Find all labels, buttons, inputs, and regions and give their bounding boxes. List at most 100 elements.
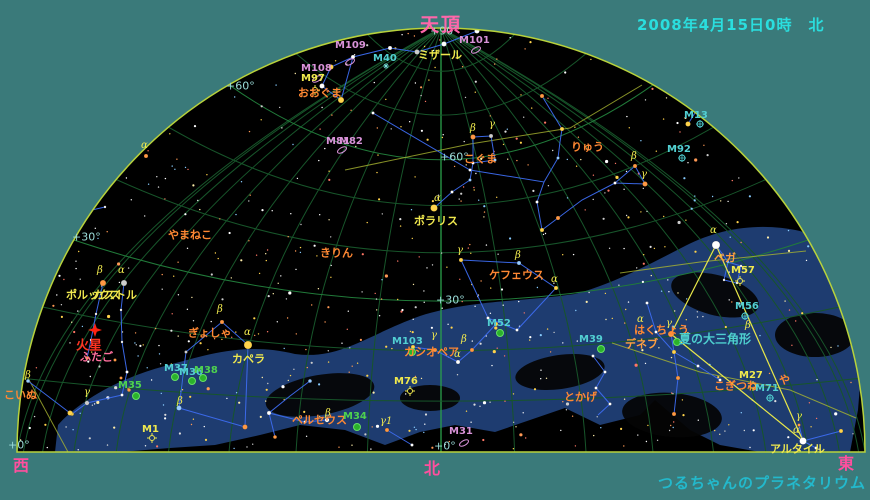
bright-star (488, 133, 494, 139)
faint-star (615, 175, 619, 179)
faint-star (328, 170, 330, 172)
faint-star (265, 259, 267, 262)
faint-star (330, 276, 332, 278)
faint-star (687, 162, 689, 164)
bright-stars (26, 28, 844, 450)
faint-star (295, 333, 297, 335)
faint-star (265, 388, 268, 391)
faint-star (667, 279, 669, 281)
faint-star (150, 379, 153, 381)
faint-star (482, 438, 485, 442)
faint-star (410, 209, 413, 211)
faint-star (649, 245, 652, 248)
faint-star (736, 221, 739, 224)
faint-star (221, 338, 223, 341)
faint-star (729, 236, 731, 238)
faint-star (310, 361, 313, 364)
direction-north-label: 北 (424, 459, 441, 478)
faint-star (504, 400, 506, 402)
faint-star (324, 321, 326, 323)
constellation-line (802, 430, 842, 442)
faint-star (275, 84, 277, 86)
faint-star (574, 445, 577, 447)
faint-star (65, 426, 67, 428)
altitude-circle (228, 84, 654, 161)
faint-star (177, 335, 179, 337)
faint-star (246, 446, 248, 448)
faint-star (766, 236, 770, 239)
faint-star (361, 291, 363, 293)
faint-star (604, 192, 606, 194)
bright-star (685, 121, 691, 127)
faint-star (479, 342, 482, 345)
faint-star (248, 130, 251, 133)
azimuth-line (440, 28, 865, 452)
faint-star (93, 403, 96, 405)
altaz-grid (17, 28, 865, 452)
planetary-nebula-symbol (405, 386, 415, 396)
bright-star (103, 205, 107, 209)
faint-star (728, 299, 730, 301)
faint-star (620, 427, 623, 430)
constellation-line (86, 282, 104, 359)
faint-star (529, 41, 532, 44)
faint-star (482, 401, 487, 405)
open-cluster-symbol (199, 374, 207, 382)
faint-star (287, 379, 289, 382)
bright-star (387, 45, 393, 51)
faint-star (497, 253, 499, 255)
faint-star (564, 71, 567, 74)
faint-star (426, 138, 429, 141)
faint-star (562, 342, 564, 344)
faint-star (442, 134, 444, 136)
faint-star (184, 213, 187, 216)
constellation-line (536, 181, 616, 231)
bright-star (799, 437, 807, 445)
faint-star (731, 301, 733, 303)
faint-star (545, 377, 548, 379)
faint-star (414, 375, 417, 378)
faint-star (515, 426, 517, 428)
faint-star (385, 345, 388, 348)
faint-star (293, 368, 295, 370)
faint-star (409, 330, 412, 333)
faint-star (424, 413, 428, 416)
faint-star (380, 298, 383, 300)
faint-star (324, 147, 326, 150)
faint-star (316, 255, 318, 257)
faint-star (317, 288, 320, 290)
faint-star (502, 304, 504, 306)
globular-cluster-symbol (678, 154, 686, 162)
faint-star (157, 186, 160, 188)
faint-star (260, 105, 263, 108)
faint-star (377, 154, 379, 156)
faint-star (728, 271, 730, 273)
bright-star (539, 227, 545, 233)
faint-star (533, 388, 537, 391)
faint-star (431, 264, 434, 266)
faint-star (672, 426, 674, 429)
faint-star (653, 247, 656, 250)
bright-star (458, 257, 464, 263)
faint-star (300, 223, 302, 226)
planetary-nebula-symbol (750, 383, 756, 389)
faint-star (91, 404, 94, 406)
faint-star (441, 136, 444, 139)
faint-star (706, 154, 709, 157)
faint-star (411, 237, 413, 240)
faint-star (170, 363, 172, 365)
faint-star (602, 217, 605, 220)
faint-star (347, 310, 349, 312)
faint-star (656, 439, 659, 441)
faint-star (206, 387, 210, 391)
faint-star (850, 381, 852, 384)
faint-star (651, 87, 654, 90)
faint-star (611, 317, 613, 320)
faint-star (808, 402, 811, 404)
faint-star (261, 376, 263, 379)
faint-star (81, 325, 84, 328)
bright-star (143, 153, 149, 159)
bright-star (219, 319, 225, 325)
faint-star (373, 81, 375, 84)
